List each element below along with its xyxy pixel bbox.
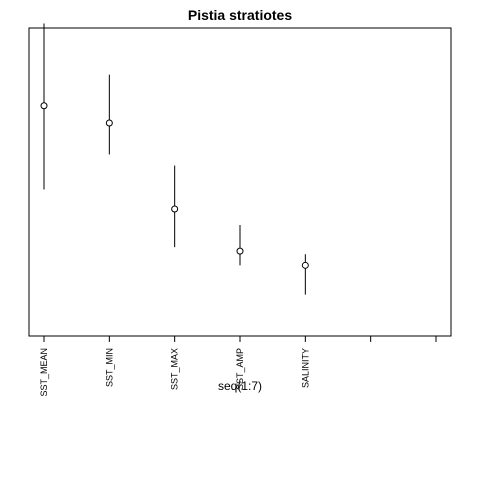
data-point (236, 247, 244, 255)
x-axis-label: seq(1:7) (218, 379, 262, 393)
data-point (40, 102, 48, 110)
x-tick-label: SALINITY (300, 348, 310, 388)
chart-title: Pistia stratiotes (188, 7, 292, 23)
x-tick-label: SST_MEAN (39, 348, 49, 397)
data-point (301, 261, 309, 269)
data-point (105, 119, 113, 127)
plot-frame (28, 27, 452, 337)
x-tick-label: SST_AMP (235, 348, 245, 390)
x-tick-label: SST_MIN (104, 348, 114, 387)
data-point (171, 205, 179, 213)
x-tick-label: SST_MAX (170, 348, 180, 390)
